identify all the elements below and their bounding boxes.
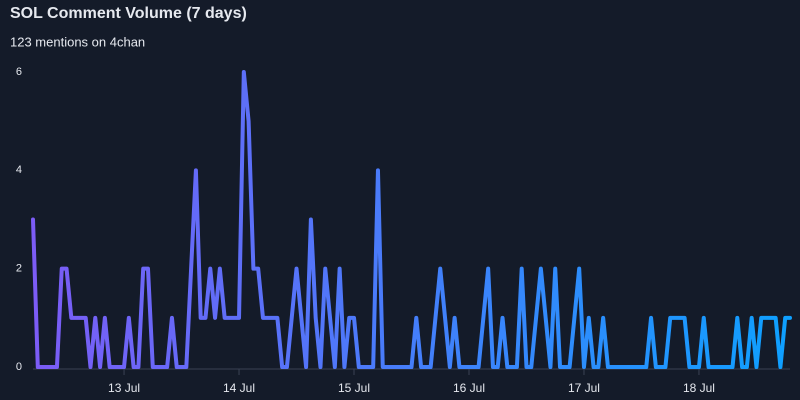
chart-subtitle: 123 mentions on 4chan <box>10 34 145 49</box>
y-tick-label: 0 <box>16 361 22 373</box>
x-tick-label: 15 Jul <box>338 381 370 395</box>
chart-title: SOL Comment Volume (7 days) <box>10 5 247 22</box>
y-tick-label: 4 <box>16 164 22 176</box>
x-tick-label: 18 Jul <box>683 381 715 395</box>
x-tick-label: 17 Jul <box>568 381 600 395</box>
y-tick-label: 6 <box>16 66 22 78</box>
x-tick-label: 13 Jul <box>108 381 140 395</box>
x-tick-label: 16 Jul <box>453 381 485 395</box>
x-tick-label: 14 Jul <box>223 381 255 395</box>
line <box>31 70 792 369</box>
y-tick-label: 2 <box>16 263 22 275</box>
